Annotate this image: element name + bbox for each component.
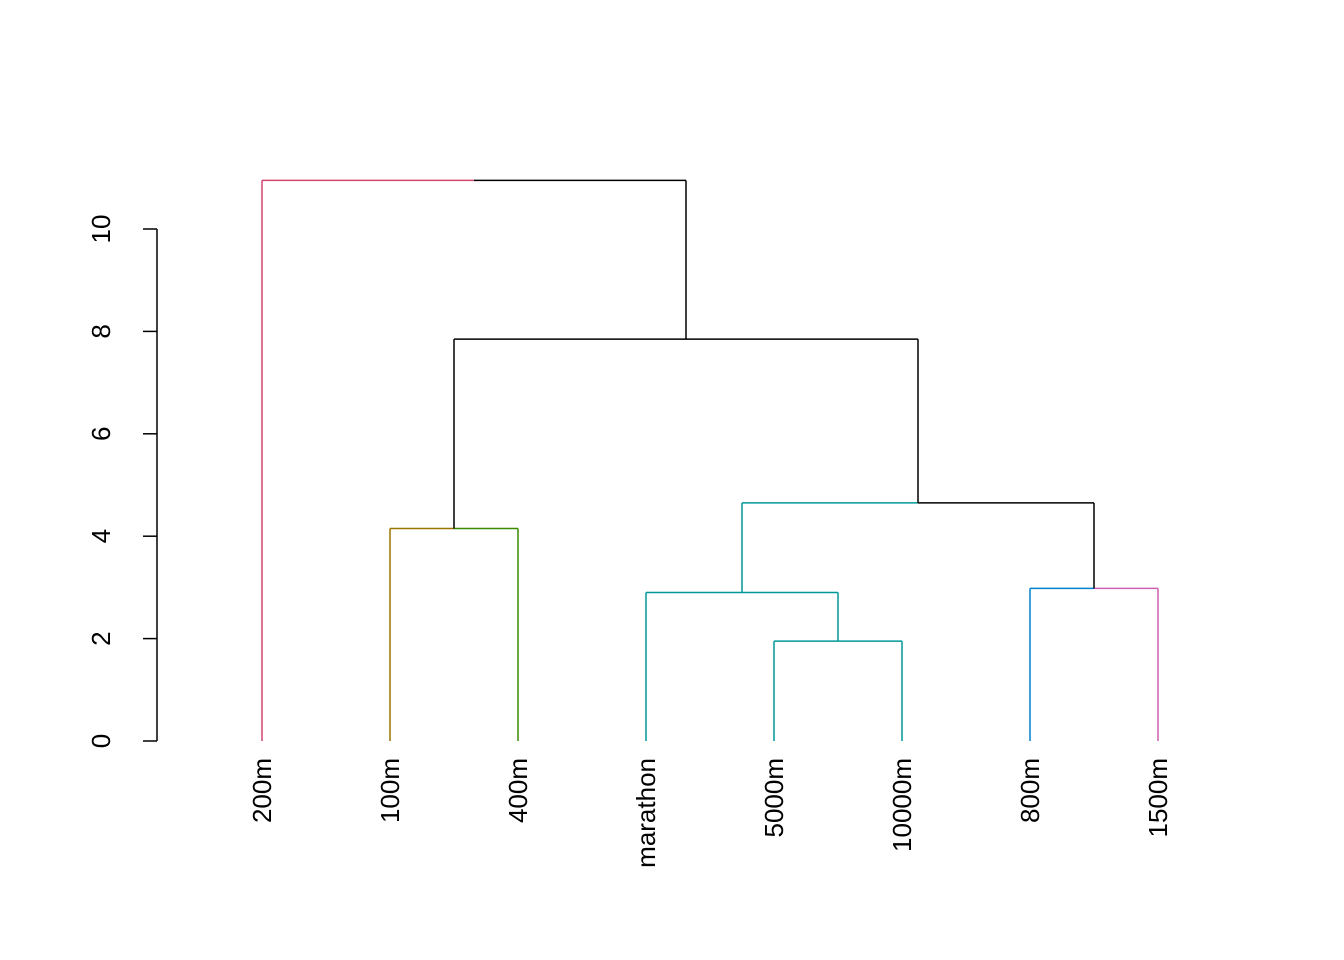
y-tick-label: 10 xyxy=(86,215,116,244)
y-tick-label: 2 xyxy=(86,631,116,645)
dendrogram-branches xyxy=(261,179,1159,741)
leaf-label-200m: 200m xyxy=(247,758,277,823)
leaf-label-5000m: 5000m xyxy=(759,758,789,838)
y-tick-label: 0 xyxy=(86,734,116,748)
y-tick-label: 4 xyxy=(86,529,116,543)
y-tick-label: 6 xyxy=(86,427,116,441)
y-axis: 0 2 4 6 8 10 xyxy=(86,215,158,748)
leaf-label-marathon: marathon xyxy=(631,758,661,868)
leaf-label-1500m: 1500m xyxy=(1143,758,1173,838)
leaf-label-100m: 100m xyxy=(375,758,405,823)
leaf-label-800m: 800m xyxy=(1015,758,1045,823)
leaf-labels: 200m 100m 400m marathon 5000m 10000m 800m 1500m xyxy=(247,758,1173,868)
leaf-label-10000m: 10000m xyxy=(887,758,917,852)
leaf-label-400m: 400m xyxy=(503,758,533,823)
y-tick-label: 8 xyxy=(86,324,116,338)
